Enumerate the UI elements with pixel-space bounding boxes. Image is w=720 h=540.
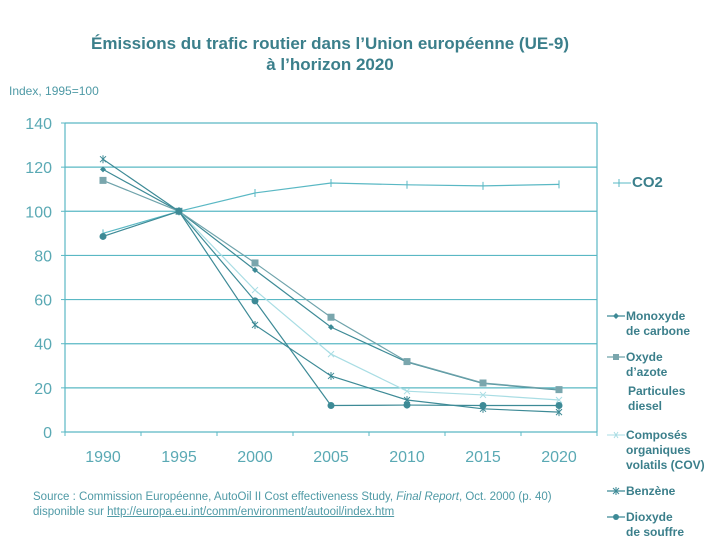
- chart-title: Émissions du trafic routier dans l’Union…: [0, 33, 660, 75]
- series-line-monoxyde-de-carbone: [102, 168, 560, 391]
- data-point-diamond: [328, 324, 334, 331]
- y-tick-label: 20: [34, 381, 52, 398]
- y-tick-label: 40: [34, 337, 52, 354]
- x-tick-label: 1995: [161, 449, 197, 466]
- legend-item-cov: Composés organiques volatils (COV): [606, 428, 705, 473]
- data-point-circle: [403, 401, 411, 409]
- legend-label-co2: CO2: [632, 174, 663, 191]
- data-point-circle: [327, 402, 335, 410]
- source-prefix: Source : Commission Européenne, AutoOil …: [33, 491, 397, 503]
- data-point-square: [479, 379, 487, 387]
- data-point-star: [251, 320, 259, 329]
- y-tick-label: 80: [34, 248, 52, 265]
- legend-label-dioxyde: Dioxyde de souffre: [626, 510, 685, 539]
- star-marker-icon: [607, 487, 625, 495]
- legend-item-particules: Particules diesel: [628, 384, 685, 414]
- source-link[interactable]: http://europa.eu.int/comm/environment/au…: [107, 506, 395, 518]
- y-tick-label: 100: [25, 204, 52, 221]
- data-point-square: [555, 386, 563, 394]
- circle-marker-icon: [607, 514, 625, 520]
- plus-marker-icon: [613, 179, 631, 187]
- source-line2: disponible sur http://europa.eu.int/comm…: [33, 505, 552, 520]
- legend-label-monoxyde: Monoxyde de carbone: [626, 309, 691, 338]
- data-point-star: [327, 371, 335, 380]
- x-tick-label: 2015: [465, 449, 501, 466]
- source-suffix: , Oct. 2000 (p. 40): [458, 491, 552, 503]
- legend-label-cov: Composés organiques volatils (COV): [626, 428, 705, 472]
- data-point-circle: [99, 232, 107, 240]
- x-tick-label: 2005: [313, 449, 349, 466]
- source-line2-prefix: disponible sur: [33, 506, 108, 518]
- data-point-star: [99, 155, 107, 164]
- data-point-circle: [251, 297, 259, 305]
- data-point-circle: [175, 207, 183, 215]
- data-point-x: [251, 286, 259, 294]
- x-tick-label: 2000: [237, 449, 273, 466]
- data-point-x: [555, 396, 563, 404]
- data-point-square: [327, 313, 335, 321]
- source-note: Source : Commission Européenne, AutoOil …: [33, 490, 552, 520]
- source-line1: Source : Commission Européenne, AutoOil …: [33, 490, 552, 505]
- data-point-diamond: [252, 266, 258, 273]
- data-point-x: [403, 387, 411, 395]
- data-point-square: [251, 259, 259, 267]
- diamond-marker-icon: [607, 313, 625, 319]
- data-point-square: [99, 176, 107, 184]
- y-tick-label: 60: [34, 293, 52, 310]
- legend-item-monoxyde: Monoxyde de carbone: [606, 309, 690, 339]
- legend-label-oxyde: Oxyde d’azote: [626, 350, 668, 379]
- data-point-star: [555, 408, 563, 417]
- data-point-x: [327, 350, 335, 358]
- y-tick-label: 140: [25, 116, 52, 133]
- y-axis-label: Index, 1995=100: [9, 84, 99, 98]
- data-point-x: [479, 391, 487, 399]
- square-marker-icon: [607, 354, 625, 360]
- legend-item-oxyde: Oxyde d’azote: [606, 350, 667, 380]
- chart-title-line1: Émissions du trafic routier dans l’Union…: [91, 34, 569, 53]
- chart-subtitle: à l’horizon 2020: [266, 55, 394, 74]
- legend-label-particules: Particules diesel: [628, 384, 686, 413]
- series-line-compose-s-organiques-volatils-cov: [178, 210, 560, 401]
- y-tick-label: 120: [25, 160, 52, 177]
- legend-item-dioxyde: Dioxyde de souffre: [606, 510, 684, 540]
- x-tick-label: 2020: [541, 449, 577, 466]
- x-marker-icon: [607, 431, 625, 439]
- x-tick-label: 1990: [85, 449, 121, 466]
- data-point-circle: [555, 402, 563, 410]
- data-point-circle: [479, 402, 487, 410]
- legend-item-co2: CO2: [612, 175, 663, 190]
- y-tick-label: 0: [43, 425, 52, 442]
- legend-item-benzene: Benzène: [606, 484, 675, 499]
- data-point-square: [403, 358, 411, 366]
- legend-label-benzene: Benzène: [626, 484, 676, 498]
- source-report-title: Final Report: [396, 491, 459, 503]
- data-point-diamond: [100, 166, 106, 173]
- x-tick-label: 2010: [389, 449, 425, 466]
